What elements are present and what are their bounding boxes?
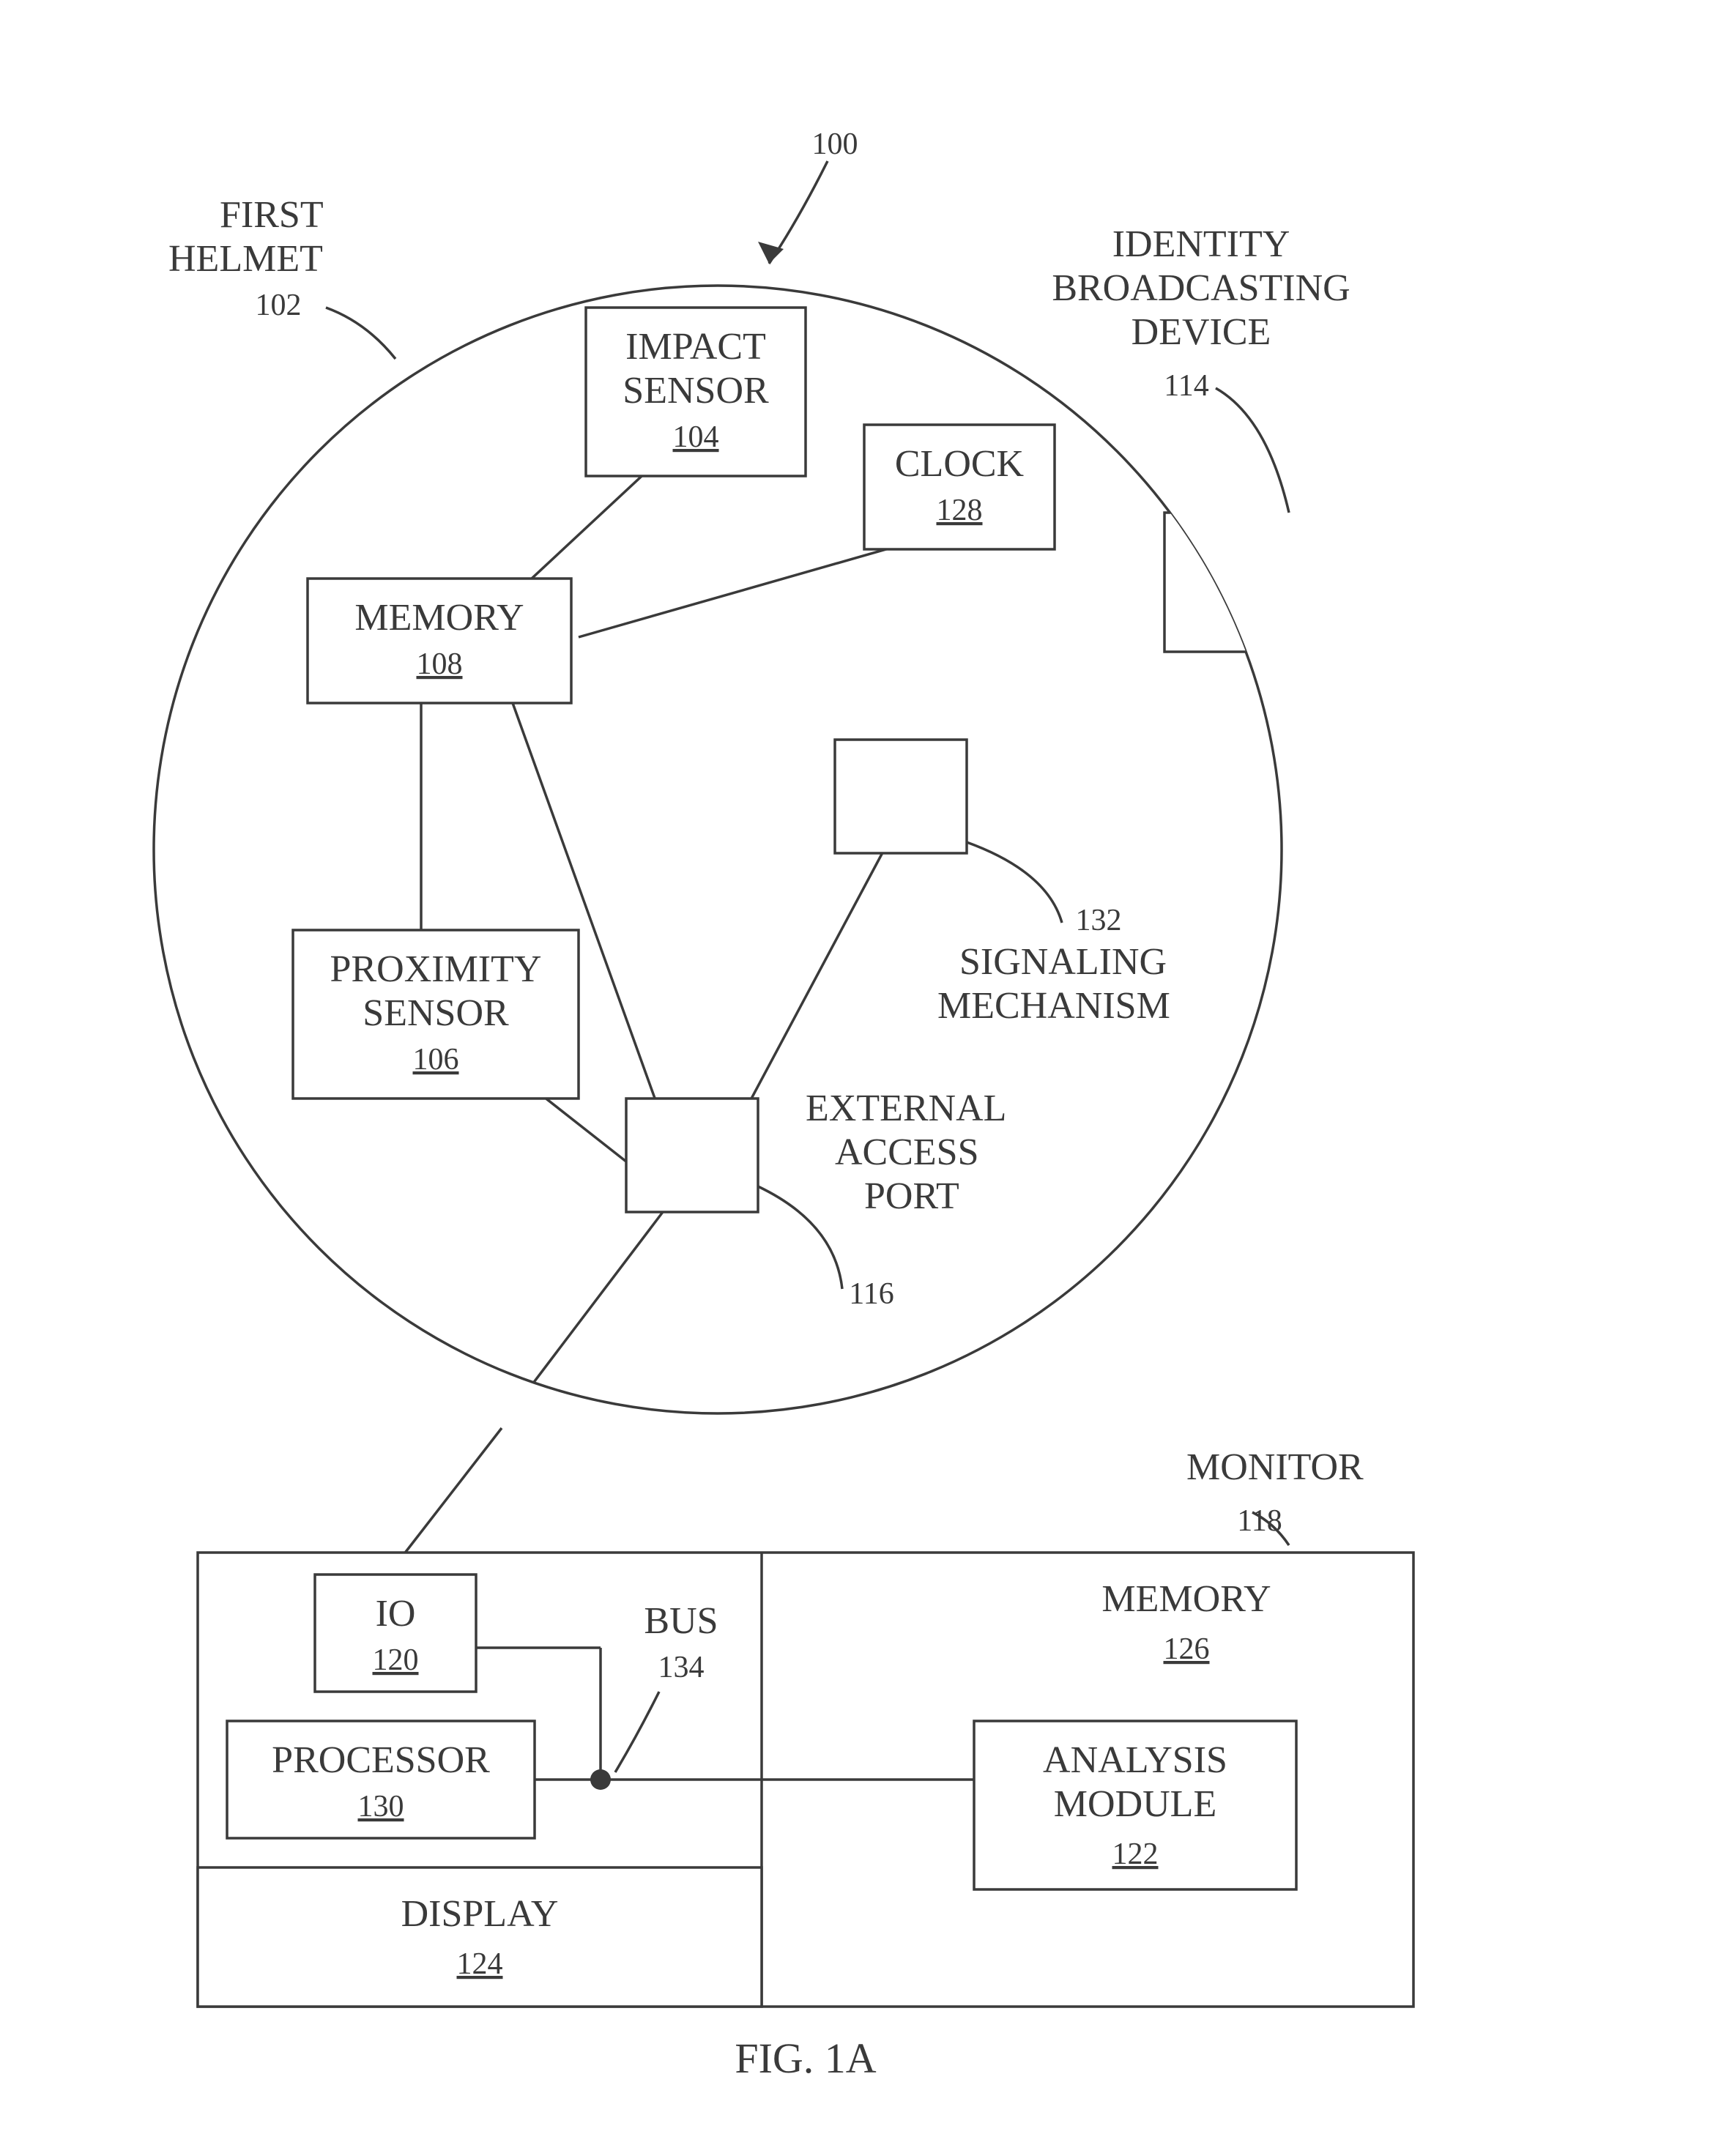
- memory-monitor-label-text: MEMORY: [1101, 1578, 1271, 1620]
- signaling-label-1: SIGNALING: [959, 941, 1167, 983]
- proximity-label-2: SENSOR: [363, 992, 509, 1034]
- impact-sensor-label-2: SENSOR: [623, 370, 769, 412]
- identity-box: [1164, 513, 1333, 652]
- monitor-label: MONITOR: [1186, 1446, 1364, 1488]
- signaling-label-group: 132 SIGNALING MECHANISM: [937, 842, 1170, 1027]
- identity-broadcast-label-group: IDENTITY BROADCASTING DEVICE 114: [1052, 223, 1350, 513]
- analysis-label-2: MODULE: [1054, 1783, 1216, 1825]
- clock-label: CLOCK: [895, 443, 1025, 485]
- impact-sensor-box: IMPACT SENSOR 104: [586, 308, 806, 476]
- external-port-box: [626, 1099, 758, 1212]
- diagram-svg: 100 FIRST HELMET 102 IDENTITY BROADCASTI…: [0, 0, 1713, 2156]
- display-ref: 124: [457, 1947, 503, 1981]
- memory-monitor-ref: 126: [1164, 1632, 1210, 1666]
- io-box: IO 120: [315, 1575, 476, 1692]
- impact-sensor-ref: 104: [673, 420, 719, 454]
- clock-box: CLOCK 128: [864, 425, 1055, 549]
- processor-label: PROCESSOR: [272, 1739, 490, 1781]
- impact-sensor-label-1: IMPACT: [625, 326, 766, 368]
- processor-box: PROCESSOR 130: [227, 1721, 535, 1838]
- bus-ref: 134: [658, 1651, 705, 1684]
- identity-box-group: [1164, 513, 1333, 652]
- identity-label-3: DEVICE: [1132, 311, 1271, 353]
- proximity-ref: 106: [413, 1043, 459, 1077]
- identity-ref: 114: [1164, 369, 1208, 403]
- external-port-label-group: EXTERNAL ACCESS PORT 116: [758, 1088, 1006, 1311]
- external-label-2: ACCESS: [835, 1131, 979, 1173]
- clock-ref: 128: [937, 494, 983, 527]
- first-helmet-ref: 102: [256, 289, 302, 322]
- monitor-label-group: MONITOR 118: [1186, 1446, 1364, 1545]
- signaling-ref: 132: [1076, 904, 1122, 937]
- signaling-label-2: MECHANISM: [937, 985, 1170, 1027]
- display-label: DISPLAY: [401, 1893, 559, 1935]
- processor-ref: 130: [358, 1790, 404, 1824]
- first-helmet-label-2: HELMET: [168, 238, 323, 280]
- proximity-sensor-box: PROXIMITY SENSOR 106: [293, 930, 579, 1099]
- analysis-label-1: ANALYSIS: [1043, 1739, 1227, 1781]
- analysis-ref: 122: [1112, 1837, 1159, 1871]
- external-label-1: EXTERNAL: [806, 1088, 1006, 1129]
- top-ref-group: 100: [758, 127, 858, 264]
- memory-helmet-ref: 108: [417, 647, 463, 681]
- memory-helmet-box: MEMORY 108: [308, 579, 571, 703]
- proximity-label-1: PROXIMITY: [330, 948, 542, 990]
- display-box: DISPLAY 124: [198, 1867, 762, 2007]
- signaling-box: [835, 740, 967, 853]
- first-helmet-label-1: FIRST: [220, 194, 324, 236]
- top-ref: 100: [812, 127, 858, 161]
- io-ref: 120: [373, 1643, 419, 1677]
- external-ref: 116: [849, 1277, 893, 1311]
- external-label-3: PORT: [864, 1175, 959, 1217]
- io-label: IO: [376, 1593, 416, 1635]
- figure-caption: FIG. 1A: [735, 2034, 876, 2082]
- monitor-ref: 118: [1237, 1504, 1282, 1538]
- bus-node: [590, 1769, 611, 1790]
- identity-label-2: BROADCASTING: [1052, 267, 1350, 309]
- bus-label: BUS: [644, 1600, 718, 1642]
- identity-label-1: IDENTITY: [1112, 223, 1290, 265]
- first-helmet-label-group: FIRST HELMET 102: [168, 194, 395, 359]
- memory-helmet-label: MEMORY: [354, 597, 524, 639]
- analysis-module-box: ANALYSIS MODULE 122: [974, 1721, 1296, 1889]
